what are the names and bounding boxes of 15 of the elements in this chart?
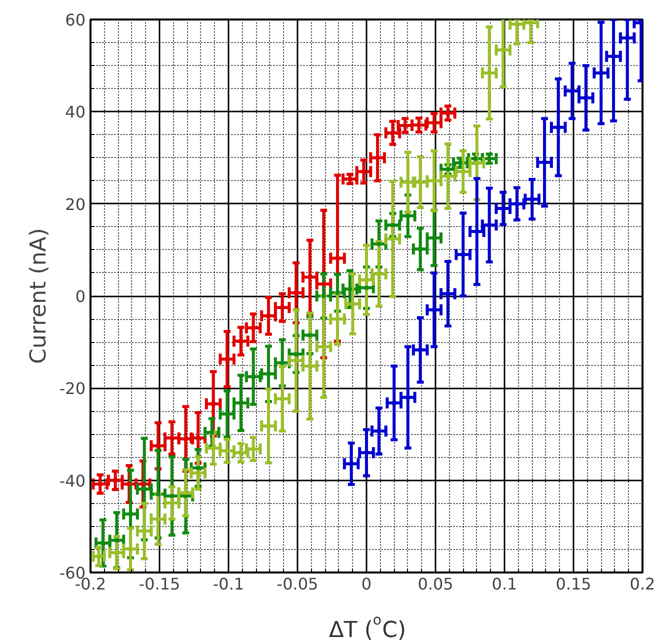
- y-axis-title: Current (nA): [26, 228, 52, 364]
- y-tick-label: -20: [59, 379, 86, 398]
- x-tick-label: 0: [361, 574, 372, 594]
- x-tick-label: -0.15: [138, 574, 180, 594]
- x-tick-label: -0.05: [276, 574, 318, 594]
- x-tick-label: 0.15: [556, 574, 592, 594]
- y-tick-label: 20: [65, 194, 86, 214]
- x-tick-label: 0.1: [492, 574, 518, 594]
- x-tick-label: 0.05: [418, 574, 454, 594]
- x-tick-label: -0.1: [212, 574, 244, 594]
- y-tick-label: 40: [65, 102, 86, 122]
- y-tick-label: 0: [75, 287, 86, 306]
- x-tick-label: 0.2: [630, 574, 656, 594]
- y-tick-label: -40: [59, 471, 86, 490]
- y-tick-label: 60: [65, 10, 86, 30]
